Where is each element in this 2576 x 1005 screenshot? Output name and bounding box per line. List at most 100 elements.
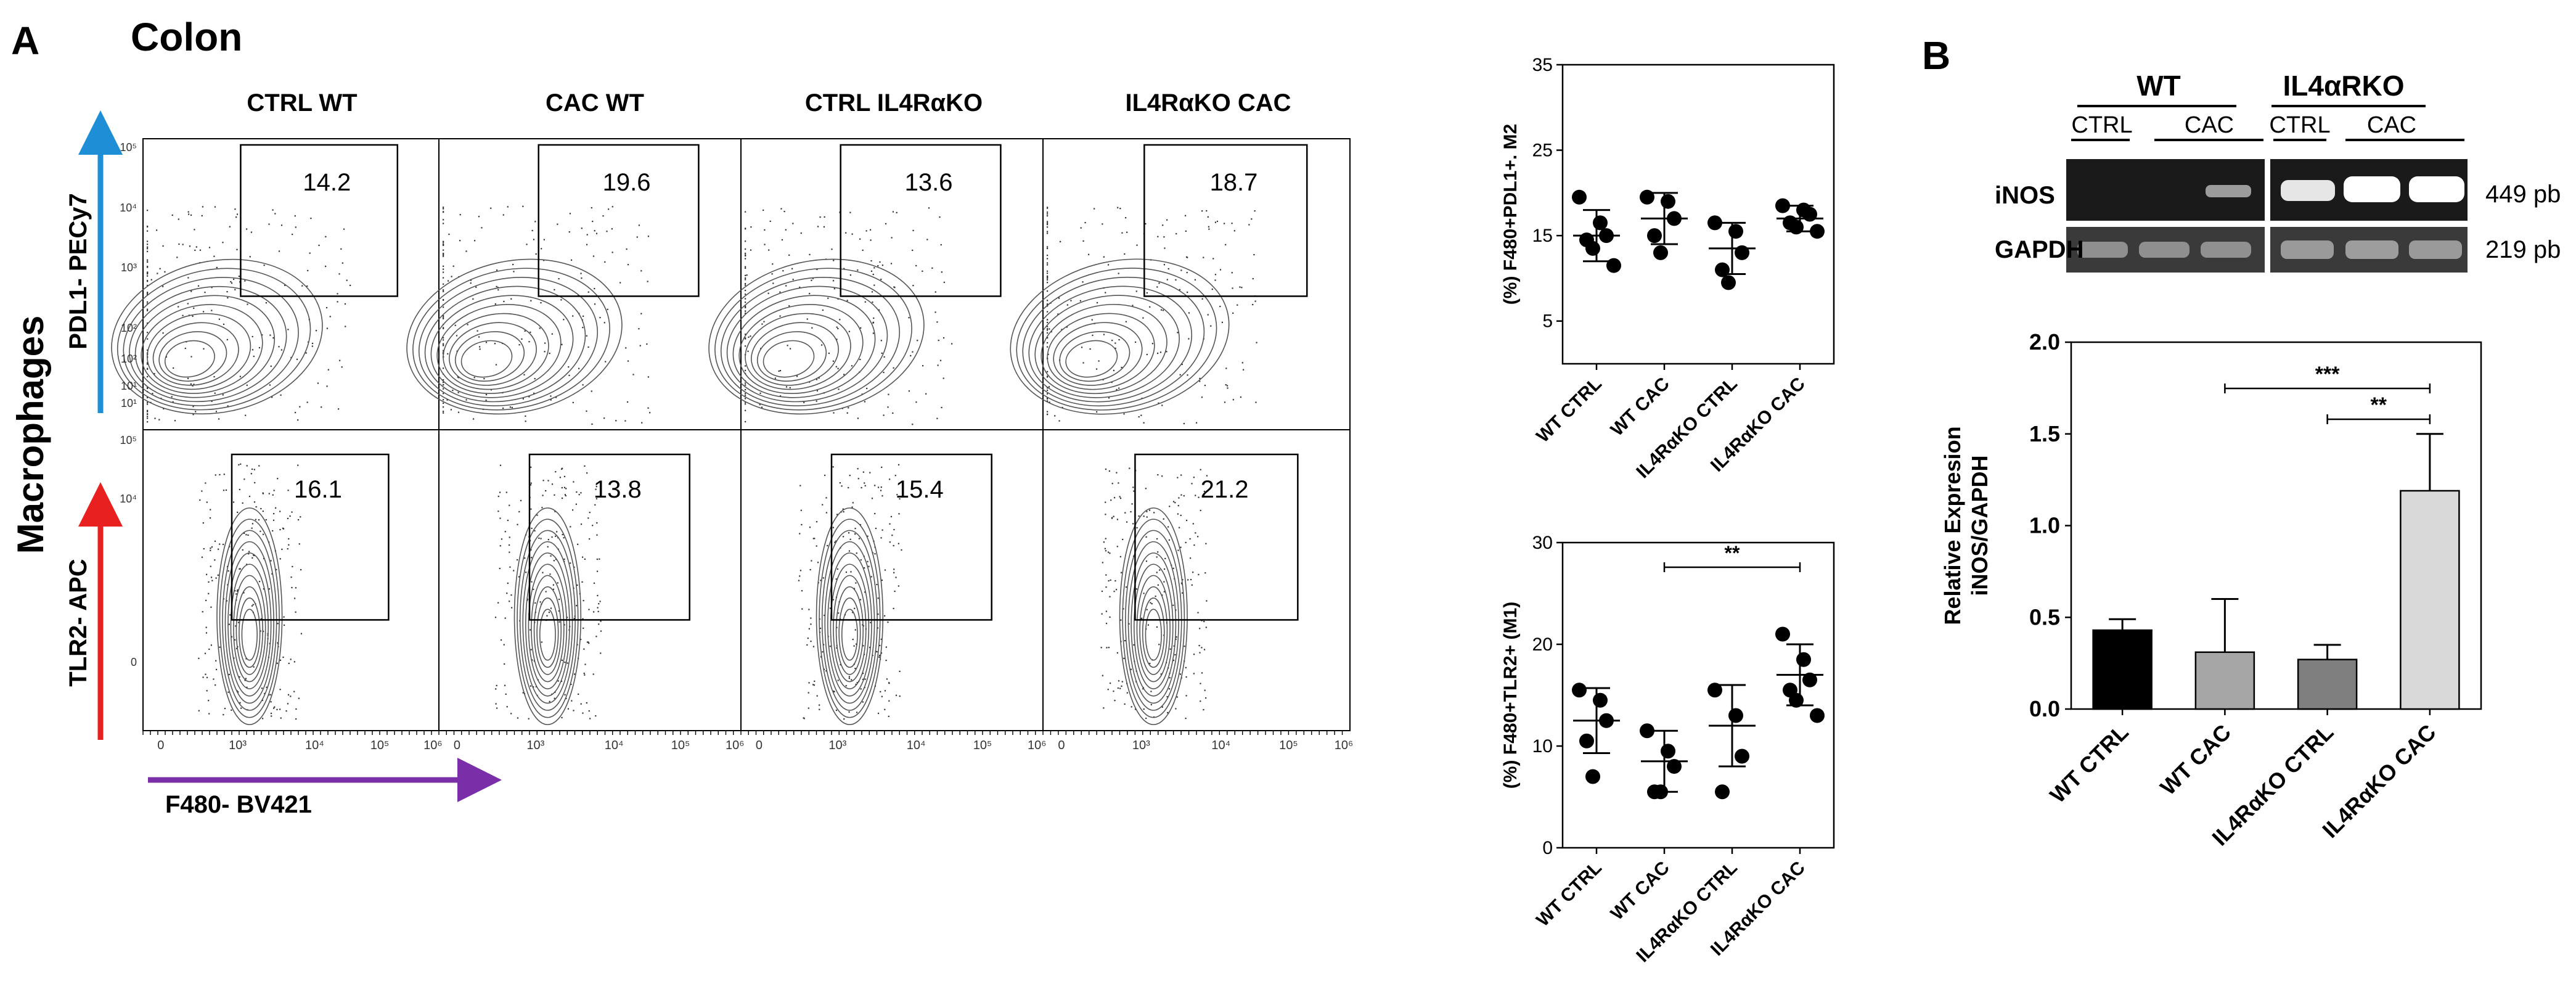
flow-event-dot xyxy=(545,591,547,593)
flow-event-dot xyxy=(838,612,840,614)
flow-event-dot xyxy=(571,509,574,511)
flow-event-dot xyxy=(201,490,203,492)
flow-event-dot xyxy=(595,486,597,488)
flow-event-dot xyxy=(542,494,544,496)
flow-event-dot xyxy=(206,676,208,678)
flow-contour xyxy=(720,277,901,406)
flow-event-dot xyxy=(473,377,475,379)
flow-event-dot xyxy=(448,233,450,236)
flow-event-dot xyxy=(745,302,746,303)
flow-event-dot xyxy=(857,478,859,480)
flow-event-dot xyxy=(214,559,216,561)
gate-box xyxy=(1143,144,1308,297)
flow-contour xyxy=(533,586,562,675)
flow-event-dot xyxy=(801,608,803,610)
y-tick-label: 10³ xyxy=(121,261,137,274)
flow-event-dot xyxy=(443,299,444,301)
flow-event-dot xyxy=(912,351,914,353)
flow-event-dot xyxy=(1203,490,1205,493)
flow-event-dot xyxy=(1066,304,1068,306)
flow-event-dot xyxy=(1125,217,1127,219)
flow-event-dot xyxy=(229,614,231,616)
flow-event-dot xyxy=(1116,388,1118,391)
flow-event-dot xyxy=(147,310,149,311)
flow-event-dot xyxy=(147,230,149,232)
flow-event-dot xyxy=(443,219,444,221)
flow-event-dot xyxy=(443,290,444,292)
flow-event-dot xyxy=(845,571,848,573)
flow-event-dot xyxy=(1103,334,1105,335)
flow-event-dot xyxy=(479,346,481,348)
flow-event-dot xyxy=(809,568,811,571)
flow-event-dot xyxy=(337,301,338,303)
flow-event-dot xyxy=(1110,499,1112,501)
flow-event-dot xyxy=(853,645,855,647)
flow-event-dot xyxy=(1183,495,1185,497)
flow-event-dot xyxy=(747,350,749,352)
flow-event-dot xyxy=(222,543,224,546)
flow-event-dot xyxy=(890,515,893,518)
flow-event-dot xyxy=(278,250,280,252)
flow-event-dot xyxy=(587,517,589,519)
flow-plot-r1-c3: 13.6 xyxy=(708,144,1002,425)
flow-event-dot xyxy=(262,511,264,512)
flow-event-dot xyxy=(205,482,206,484)
flow-event-dot xyxy=(315,330,317,332)
flow-event-dot xyxy=(210,509,211,511)
flow-event-dot xyxy=(1113,690,1114,692)
flow-event-dot xyxy=(187,277,189,279)
y-tick-label: 1.5 xyxy=(2029,421,2060,446)
flow-event-dot xyxy=(443,314,444,317)
flow-event-dot xyxy=(943,281,945,284)
flow-event-dot xyxy=(646,343,648,345)
flow-event-dot xyxy=(1189,538,1191,540)
flow-event-dot xyxy=(1114,700,1116,702)
flow-event-dot xyxy=(239,702,241,704)
flow-event-dot xyxy=(866,387,868,390)
flow-event-dot xyxy=(260,507,262,510)
flow-event-dot xyxy=(443,393,444,395)
flow-event-dot xyxy=(443,318,444,319)
flow-event-dot xyxy=(255,519,256,520)
flow-event-dot xyxy=(586,702,587,704)
flow-event-dot xyxy=(887,621,889,623)
flow-event-dot xyxy=(869,646,871,649)
flow-event-dot xyxy=(600,630,602,632)
flow-event-dot xyxy=(293,661,295,663)
flow-event-dot xyxy=(873,284,875,286)
flow-event-dot xyxy=(1204,572,1206,574)
bar xyxy=(2400,490,2460,710)
flow-event-dot xyxy=(274,213,276,215)
y-tick-label: 5 xyxy=(1542,311,1553,332)
flow-event-dot xyxy=(254,482,256,484)
flow-event-dot xyxy=(572,315,574,317)
flow-event-dot xyxy=(467,324,468,326)
flow-event-dot xyxy=(443,223,444,224)
flow-contour xyxy=(1022,276,1205,407)
flow-event-dot xyxy=(505,491,507,493)
flow-event-dot xyxy=(1181,363,1183,366)
flow-event-dot xyxy=(219,543,221,545)
flow-event-dot xyxy=(178,306,179,308)
flow-event-dot xyxy=(1252,303,1254,306)
flow-event-dot xyxy=(867,560,869,562)
flow-event-dot xyxy=(745,293,746,295)
flow-event-dot xyxy=(557,582,558,584)
y-tick-label: 25 xyxy=(1532,141,1553,161)
flow-contour xyxy=(1059,331,1131,382)
flow-contour xyxy=(424,285,586,403)
flow-event-dot xyxy=(862,471,864,473)
flow-event-dot xyxy=(1150,602,1151,604)
flow-event-dot xyxy=(560,680,563,683)
flow-event-dot xyxy=(580,492,582,494)
x-tick-label: 10⁴ xyxy=(605,739,624,752)
flow-event-dot xyxy=(591,423,593,425)
flow-event-dot xyxy=(1164,557,1166,560)
flow-event-dot xyxy=(845,232,847,234)
flow-event-dot xyxy=(595,715,597,717)
flow-event-dot xyxy=(1109,596,1111,597)
flow-contour xyxy=(147,313,251,390)
flow-event-dot xyxy=(583,648,585,650)
flow-event-dot xyxy=(565,494,566,497)
flow-event-dot xyxy=(888,393,889,395)
